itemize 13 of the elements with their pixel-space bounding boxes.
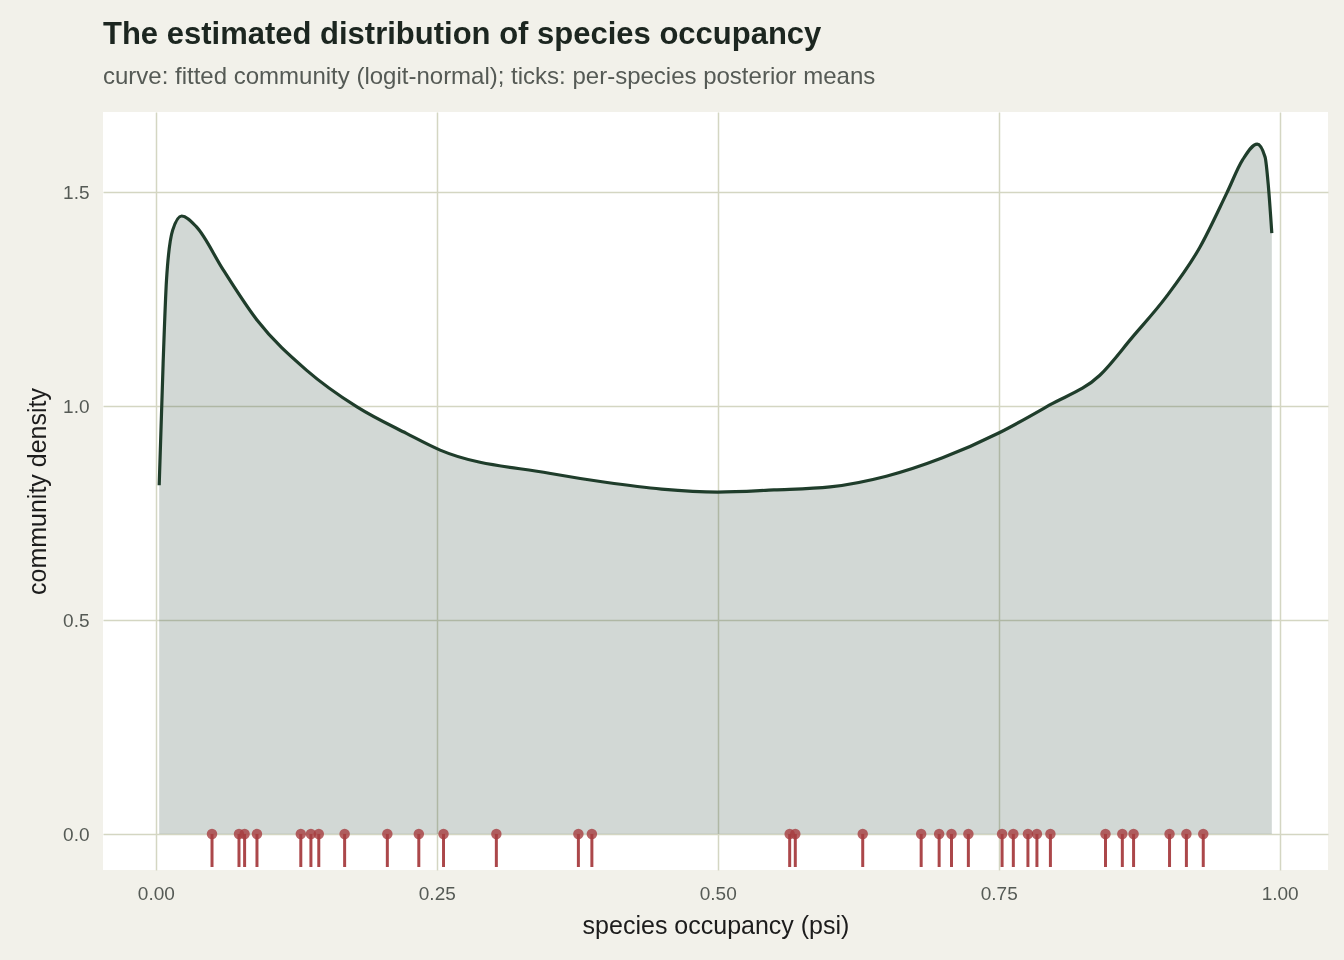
x-axis-title: species occupancy (psi) (582, 910, 850, 939)
chart-subtitle: curve: fitted community (logit-normal); ticks: per-species posterior means (103, 62, 876, 89)
chart-title: The estimated distribution of species occupancy (103, 16, 823, 51)
y-axis-title: community density (23, 387, 52, 596)
x-tick-label: 1.00 (1261, 882, 1299, 904)
y-tick-label: 1.5 (63, 181, 90, 203)
y-tick-label: 0.0 (63, 823, 90, 845)
x-tick-label: 0.75 (980, 882, 1018, 904)
x-tick-label: 0.25 (418, 882, 456, 904)
x-tick-label: 0.50 (699, 882, 737, 904)
x-tick-label: 0.00 (137, 882, 175, 904)
y-tick-label: 0.5 (63, 609, 90, 631)
y-tick-label: 1.0 (63, 395, 90, 417)
